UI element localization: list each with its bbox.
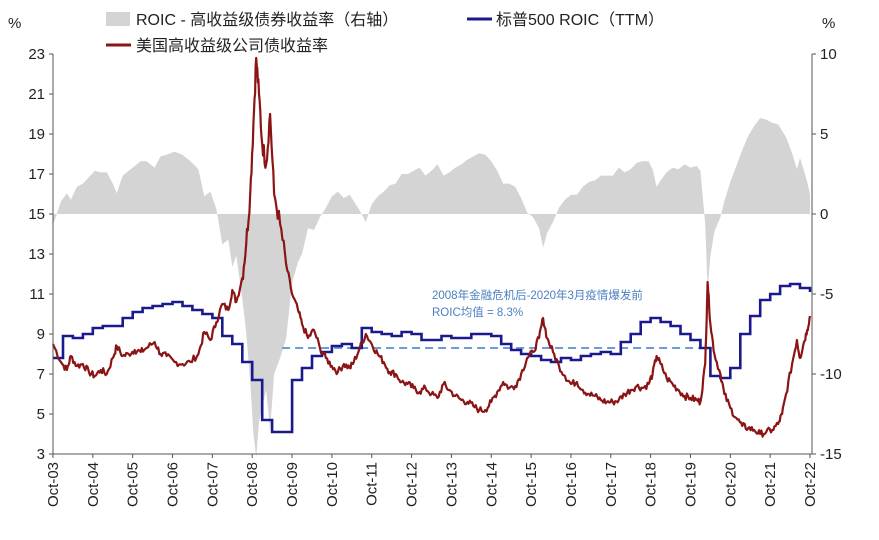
x-axis-tick-label: Oct-19 — [682, 462, 699, 507]
left-axis-tick-label: 15 — [28, 206, 45, 223]
left-axis-tick-label: 17 — [28, 166, 45, 183]
x-axis-tick-label: Oct-21 — [762, 462, 779, 507]
plot-area — [51, 56, 812, 458]
x-axis-tick-label: Oct-13 — [443, 462, 460, 507]
left-axis-unit-label: % — [8, 15, 21, 32]
legend-label-spread: ROIC - 高收益级债券收益率（右轴） — [136, 11, 398, 29]
left-axis-tick-label: 11 — [29, 286, 45, 303]
left-axis-tick-label: 19 — [28, 126, 45, 143]
x-axis-tick-label: Oct-14 — [483, 462, 500, 507]
x-axis-tick-label: Oct-08 — [244, 462, 261, 507]
axes: 3 5 7 9 11 13 15 17 19 21 23 -15 -10 -5 0 5 10 Oct-03 Oct-… — [28, 46, 841, 507]
x-axis-tick-label: Oct-22 — [802, 462, 819, 507]
left-axis-tick-label: 13 — [28, 246, 45, 263]
x-axis-tick-label: Oct-18 — [643, 462, 660, 507]
left-axis-tick-label: 3 — [37, 446, 45, 463]
x-axis-tick-label: Oct-03 — [45, 462, 62, 507]
series-roic-line — [53, 282, 812, 434]
right-axis-tick-label: -10 — [820, 366, 842, 383]
annotation-line-1: 2008年金融危机后-2020年3月疫情爆发前 — [432, 288, 643, 302]
x-axis-tick-label: Oct-16 — [563, 462, 580, 507]
annotation-line-2: ROIC均值 = 8.3% — [432, 306, 523, 319]
x-axis-tick-label: Oct-12 — [404, 462, 421, 507]
series-spread-area — [53, 118, 810, 458]
x-axis-tick-label: Oct-17 — [603, 462, 620, 507]
x-axis-tick-label: Oct-04 — [85, 462, 102, 507]
x-axis-tick-label: Oct-11 — [364, 462, 381, 506]
left-axis-tick-label: 21 — [28, 86, 45, 103]
x-axis-tick-label: Oct-20 — [722, 462, 739, 507]
right-axis-tick-label: -5 — [820, 286, 833, 303]
right-axis-tick-label: 10 — [820, 46, 837, 63]
right-axis-tick-label: 5 — [820, 126, 828, 143]
legend-label-hy-yield: 美国高收益级公司债收益率 — [136, 37, 328, 55]
legend-label-roic: 标普500 ROIC（TTM） — [496, 11, 664, 29]
left-axis-tick-label: 7 — [37, 366, 45, 383]
left-axis-tick-label: 5 — [37, 406, 45, 423]
x-axis-tick-label: Oct-05 — [125, 462, 142, 507]
right-axis-tick-label: -15 — [820, 446, 842, 463]
legend: ROIC - 高收益级债券收益率（右轴） 标普500 ROIC（TTM） 美国高… — [106, 11, 664, 55]
x-axis-tick-label: Oct-09 — [284, 462, 301, 507]
x-axis-tick-label: Oct-15 — [523, 462, 540, 507]
left-axis-tick-label: 23 — [28, 46, 45, 63]
right-axis-unit-label: % — [822, 15, 835, 32]
x-axis-tick-label: Oct-07 — [204, 462, 221, 507]
left-axis-tick-label: 9 — [37, 326, 45, 343]
legend-swatch-spread-area — [106, 12, 130, 26]
series-hy-yield-line — [51, 56, 812, 438]
x-axis-tick-label: Oct-06 — [165, 462, 182, 507]
right-axis-tick-label: 0 — [820, 206, 828, 223]
x-axis-tick-label: Oct-10 — [324, 462, 341, 507]
